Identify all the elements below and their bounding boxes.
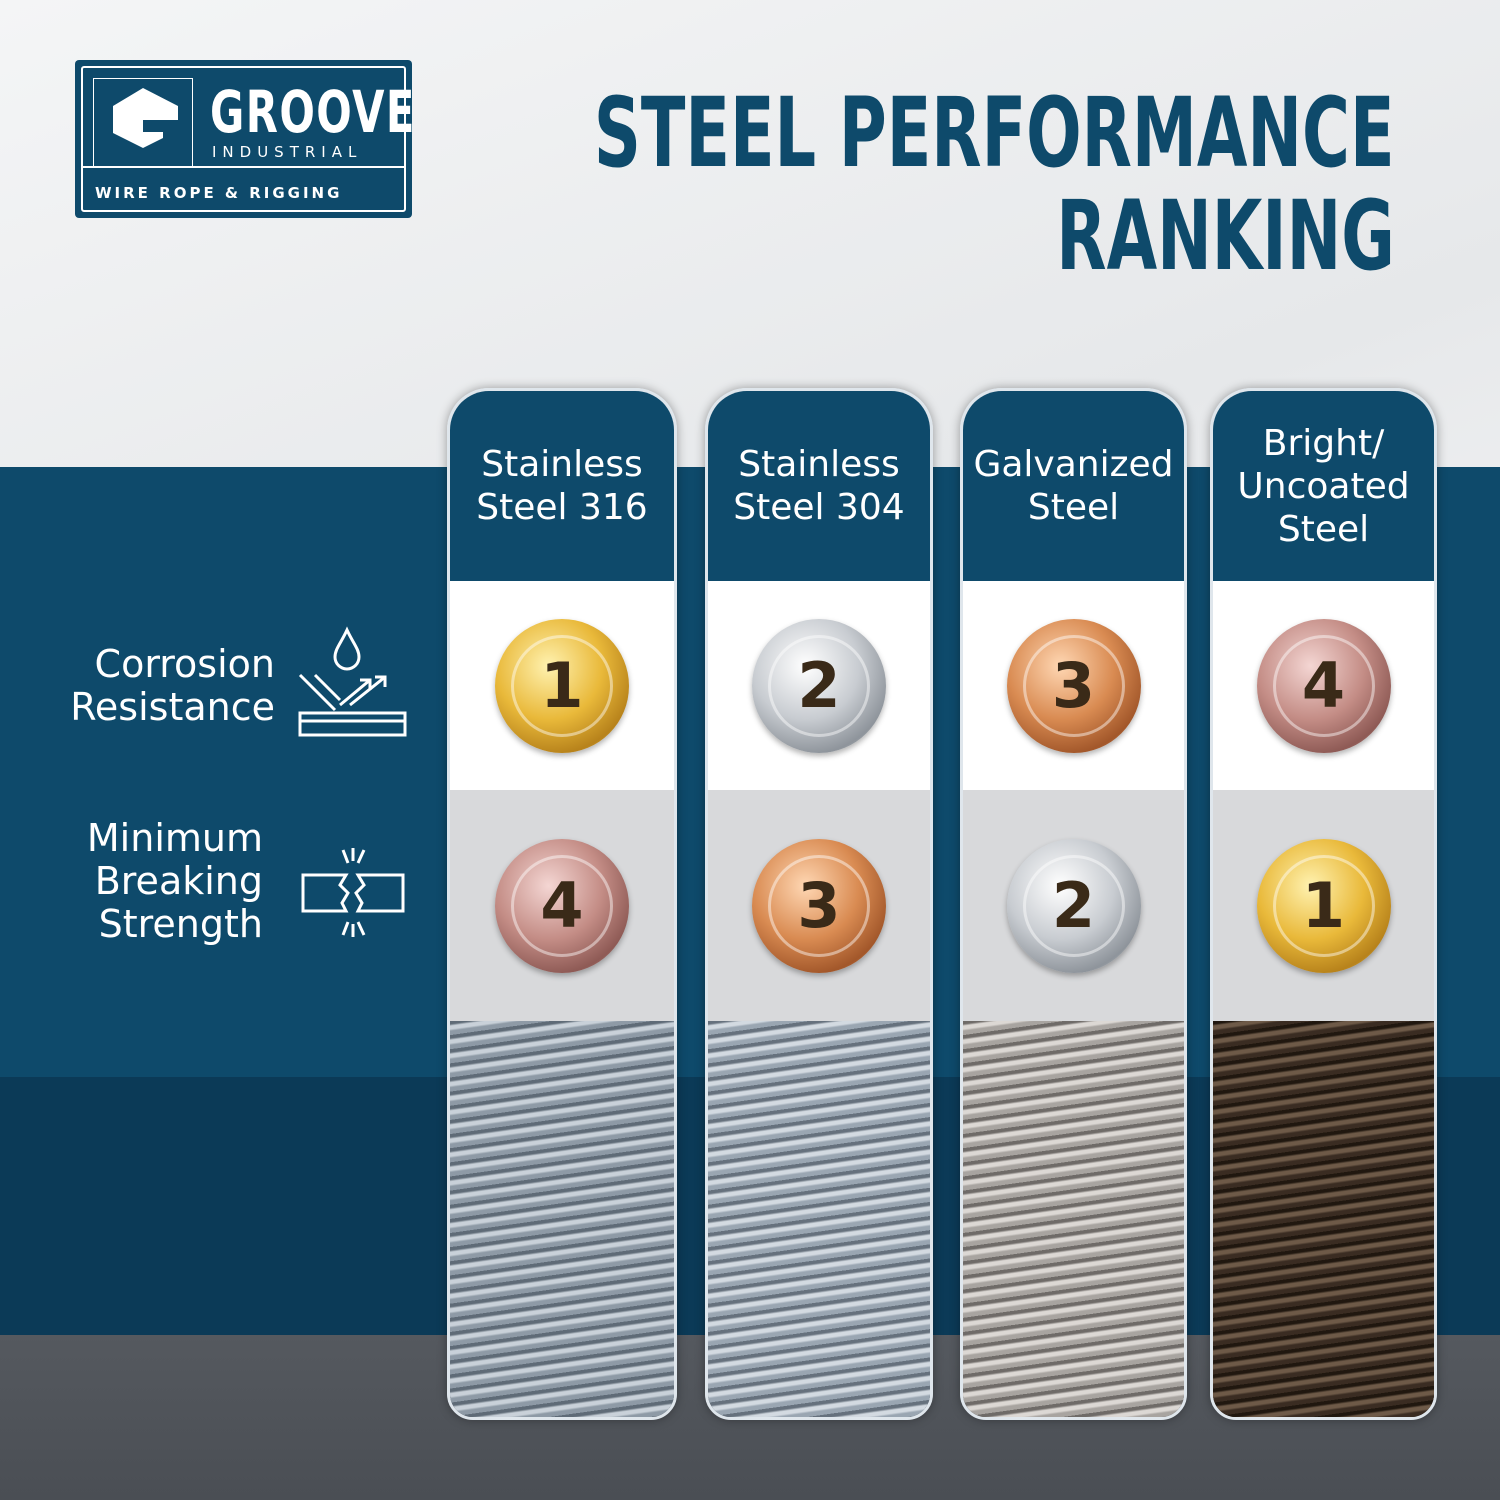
- rank-cell: 3: [963, 581, 1184, 790]
- medal: 1: [1256, 838, 1391, 973]
- row-label-line: Corrosion: [94, 642, 275, 686]
- row-label: Corrosion Resistance: [70, 643, 275, 729]
- wire-rope: [450, 1021, 674, 1417]
- rank-cell: 1: [450, 581, 674, 790]
- rank-cell: 2: [963, 790, 1184, 1021]
- logo-divider: [83, 166, 404, 168]
- column-name-line: Stainless: [738, 444, 900, 485]
- row-label: Minimum Breaking Strength: [87, 817, 263, 946]
- medal: 3: [752, 838, 886, 973]
- wire-rope: [1213, 1021, 1434, 1417]
- medal: 2: [752, 618, 886, 753]
- medal: 3: [1006, 618, 1141, 753]
- corrosion-icon: [298, 626, 407, 737]
- title-line: STEEL PERFORMANCE: [594, 77, 1395, 189]
- row-label-line: Strength: [98, 902, 263, 946]
- column-header: Bright/Uncoated Steel: [1213, 391, 1434, 581]
- wire-rope: [708, 1021, 930, 1417]
- row-label-line: Minimum: [86, 816, 263, 860]
- column: Stainless Steel 304 2 3: [705, 388, 933, 1420]
- column-name-line: Galvanized: [973, 444, 1174, 485]
- column-header: Galvanized Steel: [963, 391, 1184, 581]
- wire-rope: [963, 1021, 1184, 1417]
- medal: 4: [495, 838, 629, 973]
- row-label-line: Resistance: [70, 685, 275, 729]
- column-name-line: Steel 316: [476, 487, 648, 528]
- medal: 4: [1256, 618, 1391, 753]
- rank-cell: 2: [708, 581, 930, 790]
- column: Bright/Uncoated Steel 4 1: [1210, 388, 1437, 1420]
- breaking-icon: [301, 848, 405, 937]
- rank-cell: 1: [1213, 790, 1434, 1021]
- logo: GROOVE INDUSTRIAL WIRE ROPE & RIGGING: [75, 60, 414, 218]
- column-name-line: Stainless: [481, 444, 643, 485]
- column-name-line: Steel 304: [733, 487, 905, 528]
- column-name-line: Bright/: [1262, 422, 1385, 464]
- column-header: Stainless Steel 304: [708, 391, 930, 581]
- medal: 1: [495, 618, 629, 753]
- rank-cell: 3: [708, 790, 930, 1021]
- column-header: Stainless Steel 316: [450, 391, 674, 581]
- title-line: RANKING: [1056, 180, 1395, 292]
- column-name-line: Steel: [1277, 508, 1370, 550]
- medal: 2: [1006, 838, 1141, 973]
- logo-border: [81, 66, 406, 212]
- rank-cell: 4: [450, 790, 674, 1021]
- rank-cell: 4: [1213, 581, 1434, 790]
- row-label-line: Breaking: [94, 859, 263, 903]
- column: Stainless Steel 316 1 4: [447, 388, 677, 1420]
- column-name-line: Uncoated: [1237, 465, 1410, 507]
- logo-sub: INDUSTRIAL: [212, 143, 363, 161]
- column-name-line: Steel: [1027, 487, 1120, 528]
- logo-brand: GROOVE: [210, 78, 416, 146]
- column: Galvanized Steel 3 2: [960, 388, 1187, 1420]
- logo-mark: [93, 78, 193, 168]
- logo-tagline: WIRE ROPE & RIGGING: [95, 184, 343, 202]
